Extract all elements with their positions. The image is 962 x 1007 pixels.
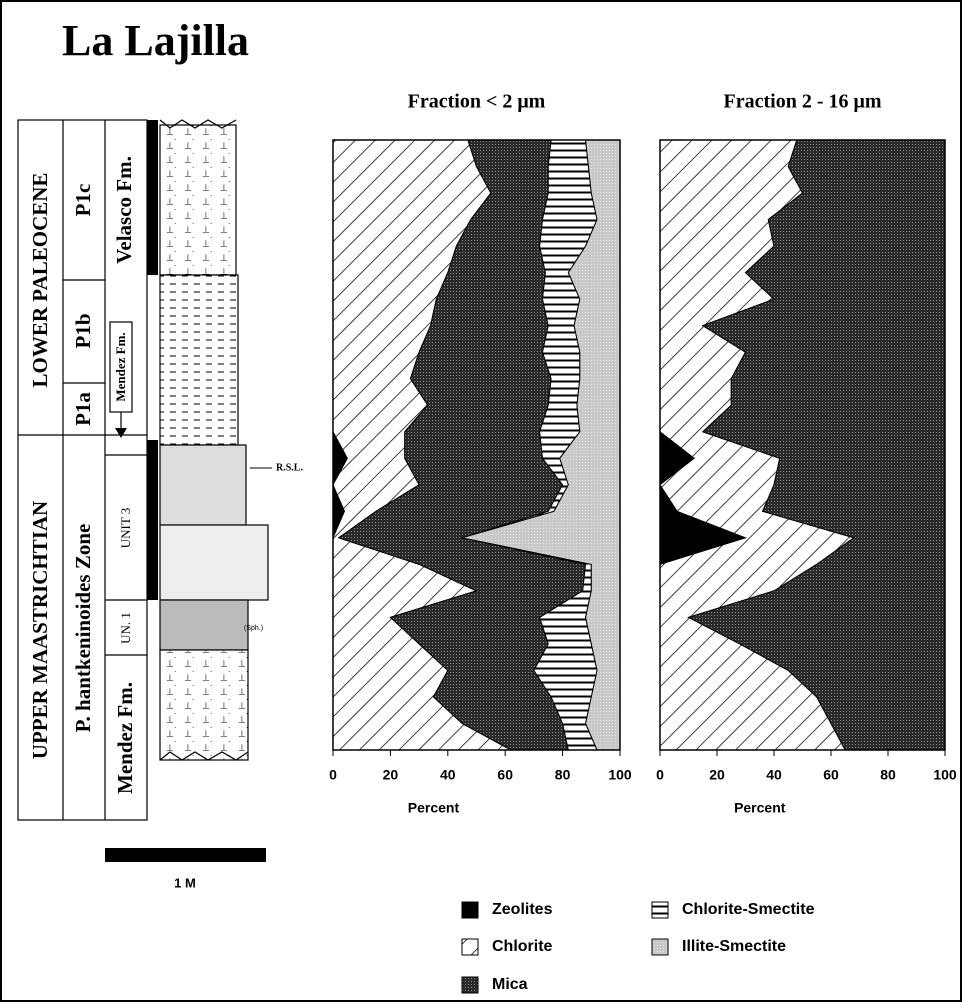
formation-label: UN. 1	[118, 612, 133, 644]
zone-label: P. hantkeninoides Zone	[71, 524, 95, 733]
arrow	[115, 428, 127, 438]
legend-label: Chlorite	[492, 938, 553, 955]
legend-swatch	[462, 902, 478, 918]
figure: ⊥, La Lajilla LOWER PALEOCENE UPPER MAAS…	[0, 0, 962, 1002]
x-tick-label: 40	[766, 767, 782, 783]
legend-label: Illite-Smectite	[682, 938, 786, 955]
chart-title: Fraction < 2 μm	[408, 91, 546, 113]
legend: Zeolites Chlorite Mica Chlorite-Smectite Ill…	[462, 901, 815, 993]
x-tick-label: 80	[555, 767, 571, 783]
x-axis-label: Percent	[734, 800, 786, 816]
x-tick-label: 60	[823, 767, 839, 783]
figure-title: La Lajilla	[62, 16, 249, 65]
x-tick-label: 60	[497, 767, 513, 783]
zone-label: P1b	[71, 313, 95, 348]
x-tick-label: 80	[880, 767, 896, 783]
legend-swatch	[652, 939, 668, 955]
black-bar	[147, 440, 158, 600]
legend-label: Mica	[492, 976, 528, 993]
formation-label: Mendez Fm.	[113, 332, 128, 401]
chart-title: Fraction 2 - 16 μm	[724, 91, 882, 113]
x-tick-label: 0	[329, 767, 337, 783]
x-axis-label: Percent	[408, 800, 460, 816]
formation-label: Velasco Fm.	[112, 156, 136, 264]
legend-swatch	[462, 939, 478, 955]
legend-label: Chlorite-Smectite	[682, 901, 815, 918]
x-tick-label: 0	[656, 767, 664, 783]
epoch-label: UPPER MAASTRICHTIAN	[28, 501, 52, 759]
marker-label: R.S.L.	[276, 462, 303, 473]
strat-labels: LOWER PALEOCENE UPPER MAASTRICHTIAN P1c …	[28, 156, 137, 794]
x-tick-label: 40	[440, 767, 456, 783]
scale-label: 1 M	[174, 875, 196, 890]
legend-label: Zeolites	[492, 901, 553, 918]
charts: Fraction < 2 μm 0 20 40 60 80 100 Percent Fracti…	[329, 91, 957, 816]
note-label: (Sph.)	[244, 625, 263, 632]
black-bar	[147, 120, 158, 275]
page: ⊥, La Lajilla LOWER PALEOCENE UPPER MAAS…	[0, 0, 962, 1007]
zone-label: P1c	[71, 184, 95, 217]
x-tick-label: 100	[933, 767, 957, 783]
legend-swatch	[652, 902, 668, 918]
x-tick-label: 100	[608, 767, 632, 783]
formation-label: UNIT 3	[118, 508, 133, 549]
epoch-label: LOWER PALEOCENE	[28, 173, 52, 388]
x-tick-label: 20	[383, 767, 399, 783]
scale-bar	[105, 848, 266, 862]
x-tick-label: 20	[709, 767, 725, 783]
legend-swatch	[462, 977, 478, 993]
zone-label: P1a	[71, 392, 95, 426]
lithology	[160, 120, 268, 760]
formation-label: Mendez Fm.	[113, 682, 137, 794]
